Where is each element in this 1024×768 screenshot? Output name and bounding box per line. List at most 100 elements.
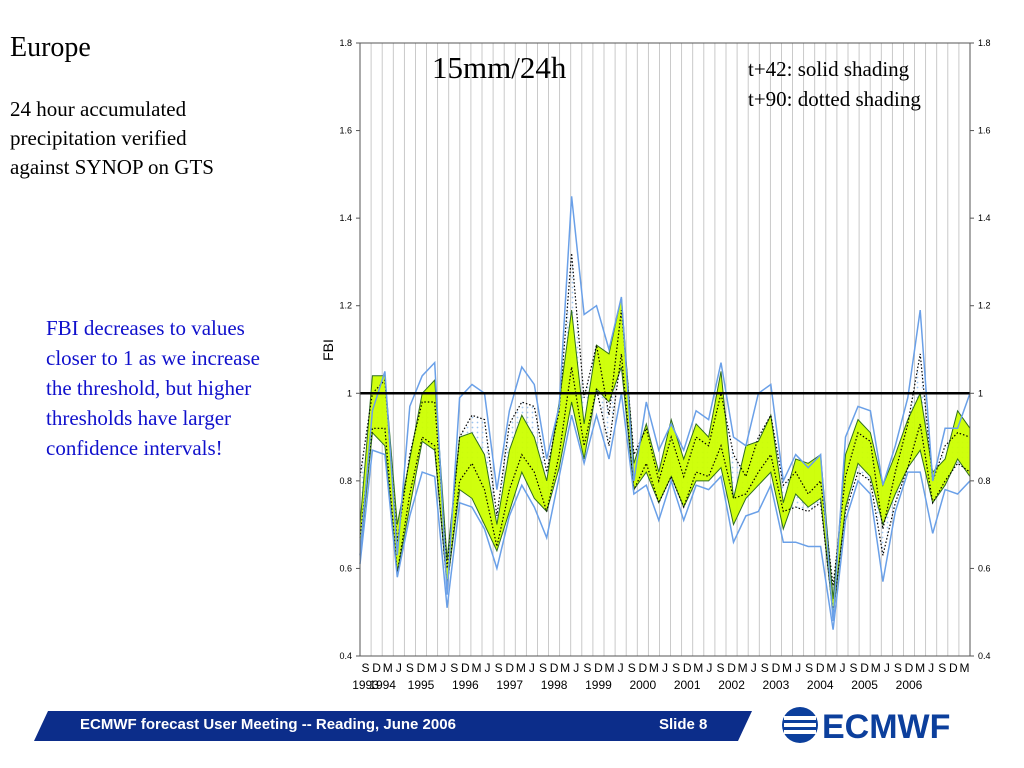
year-label: 2002 [718, 678, 745, 692]
y-tick-label: 1 [347, 388, 352, 398]
legend-t90: t+90: dotted shading [748, 87, 921, 111]
y-tick-label: 0.4 [339, 651, 352, 661]
y-tick-label: 1.6 [339, 126, 352, 136]
year-label: 2006 [896, 678, 923, 692]
season-label: J [751, 661, 757, 675]
season-label: J [706, 661, 712, 675]
y-tick-label-right: 1.6 [978, 126, 991, 136]
year-label: 1997 [496, 678, 523, 692]
season-label: S [850, 661, 858, 675]
season-label: S [672, 661, 680, 675]
season-label: D [860, 661, 869, 675]
season-label: M [649, 661, 659, 675]
season-label: M [782, 661, 792, 675]
season-label: D [727, 661, 736, 675]
season-label: J [396, 661, 402, 675]
season-label: M [560, 661, 570, 675]
y-tick-label: 0.8 [339, 476, 352, 486]
season-label: D [816, 661, 825, 675]
season-label: S [450, 661, 458, 675]
plot-frame [359, 42, 971, 657]
footer-text: ECMWF forecast User Meeting -- Reading, … [80, 716, 456, 733]
season-label: D [683, 661, 692, 675]
season-label: M [826, 661, 836, 675]
season-label: J [573, 661, 579, 675]
season-label: M [516, 661, 526, 675]
season-label: D [417, 661, 426, 675]
season-label: J [928, 661, 934, 675]
grid-layer [359, 43, 971, 656]
season-label: S [938, 661, 946, 675]
chart-title: 15mm/24h [432, 50, 567, 85]
season-label: D [372, 661, 381, 675]
year-label: 2001 [674, 678, 701, 692]
year-label: 2004 [807, 678, 834, 692]
season-label: J [662, 661, 668, 675]
slide-subtitle: 24 hour accumulated precipitation verifi… [10, 97, 214, 179]
year-label: 1998 [541, 678, 568, 692]
line-ci-lower [359, 393, 971, 630]
year-label: 1995 [408, 678, 435, 692]
logo-text: ECMWF [822, 708, 950, 746]
season-label: M [693, 661, 703, 675]
y-tick-label-right: 1.8 [978, 38, 991, 48]
season-label: D [772, 661, 781, 675]
season-label: S [894, 661, 902, 675]
season-label: M [383, 661, 393, 675]
year-label: 1993 [352, 678, 379, 692]
season-label: M [427, 661, 437, 675]
season-label: S [362, 661, 370, 675]
season-label: S [716, 661, 724, 675]
year-label: 1999 [585, 678, 612, 692]
season-label: M [959, 661, 969, 675]
season-label: M [915, 661, 925, 675]
year-label: 2005 [851, 678, 878, 692]
season-label: M [605, 661, 615, 675]
slide-title: Europe [10, 32, 91, 63]
y-tick-label-right: 1.4 [978, 213, 991, 223]
season-label: S [628, 661, 636, 675]
y-tick-label: 1.4 [339, 213, 352, 223]
ecmwf-logo: ECMWF [782, 707, 950, 746]
season-label: D [505, 661, 514, 675]
year-label: 1996 [452, 678, 479, 692]
season-label: S [495, 661, 503, 675]
y-tick-label: 1.8 [339, 38, 352, 48]
season-label: S [539, 661, 547, 675]
season-label: D [905, 661, 914, 675]
season-label: D [949, 661, 958, 675]
band-t90-dotted-fill [360, 253, 970, 613]
season-label: S [406, 661, 414, 675]
y-tick-label: 0.6 [339, 563, 352, 573]
year-label: 1994 [369, 678, 396, 692]
season-label: J [440, 661, 446, 675]
year-label: 2003 [763, 678, 790, 692]
y-axis-label: FBI [320, 339, 336, 361]
slide-number: Slide 8 [659, 716, 708, 733]
season-label: D [550, 661, 559, 675]
y-tick-label-right: 0.8 [978, 476, 991, 486]
season-label: S [583, 661, 591, 675]
season-label: M [871, 661, 881, 675]
axis-layer: 0.4 0.4 0.6 0.6 0.8 0.8 1 1 1.2 1.2 1.4 1.4 1.6 1.6 1.… [339, 38, 990, 692]
season-label: S [761, 661, 769, 675]
season-label: D [461, 661, 470, 675]
season-label: J [839, 661, 845, 675]
season-label: D [594, 661, 603, 675]
slide-note: FBI decreases to values closer to 1 as w… [46, 316, 260, 460]
y-tick-label-right: 0.6 [978, 563, 991, 573]
year-label: 2000 [629, 678, 656, 692]
season-label: M [738, 661, 748, 675]
fbi-chart: 0.4 0.4 0.6 0.6 0.8 0.8 1 1 1.2 1.2 1.4 1.4 1.6 1.6 1.… [320, 38, 991, 692]
season-label: D [638, 661, 647, 675]
y-tick-label-right: 1.2 [978, 301, 991, 311]
season-label: J [618, 661, 624, 675]
legend-t42: t+42: solid shading [748, 57, 910, 81]
footer-bar [34, 711, 752, 741]
y-tick-label-right: 1 [978, 388, 983, 398]
season-label: S [805, 661, 813, 675]
season-label: J [529, 661, 535, 675]
line-t90-lower [359, 353, 971, 613]
season-label: J [884, 661, 890, 675]
season-label: J [795, 661, 801, 675]
